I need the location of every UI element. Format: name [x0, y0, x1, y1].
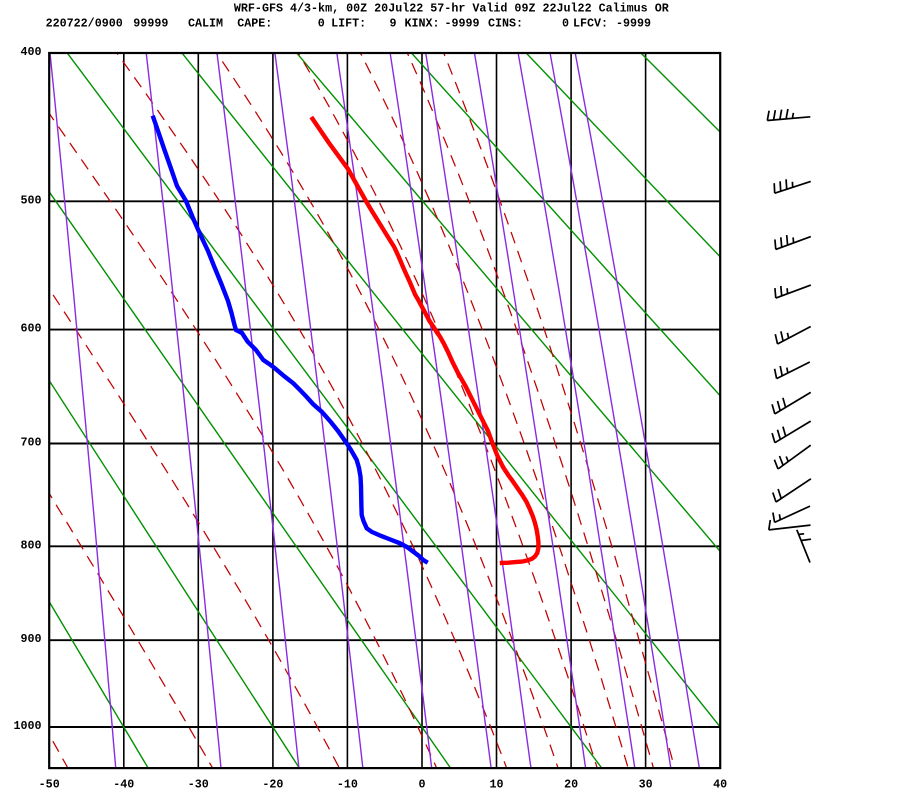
svg-text:900: 900: [20, 632, 41, 646]
svg-text:-50: -50: [39, 777, 60, 791]
svg-text:800: 800: [20, 538, 41, 552]
svg-text:-9999: -9999: [445, 16, 480, 30]
svg-text:30: 30: [639, 777, 653, 791]
svg-text:1000: 1000: [13, 719, 41, 733]
svg-text:700: 700: [20, 436, 41, 450]
svg-text:-30: -30: [188, 777, 209, 791]
svg-text:400: 400: [20, 45, 41, 59]
svg-text:99999: 99999: [133, 16, 168, 30]
svg-text:KINX:: KINX:: [405, 16, 440, 30]
svg-text:CINS:: CINS:: [488, 16, 523, 30]
svg-text:-20: -20: [262, 777, 283, 791]
svg-text:WRF-GFS 4/3-km, 00Z 20Jul22 57: WRF-GFS 4/3-km, 00Z 20Jul22 57-hr Valid …: [234, 1, 669, 15]
svg-text:10: 10: [489, 777, 503, 791]
svg-text:9: 9: [390, 16, 397, 30]
svg-text:0: 0: [562, 16, 569, 30]
svg-text:600: 600: [20, 322, 41, 336]
svg-text:220722/0900: 220722/0900: [46, 16, 123, 30]
svg-text:CALIM: CALIM: [188, 16, 223, 30]
svg-text:500: 500: [20, 193, 41, 207]
svg-text:0: 0: [418, 777, 425, 791]
svg-text:-10: -10: [337, 777, 358, 791]
svg-text:-40: -40: [113, 777, 134, 791]
svg-text:-9999: -9999: [616, 16, 651, 30]
svg-text:LIFT:: LIFT:: [331, 16, 366, 30]
svg-text:LFCV:: LFCV:: [573, 16, 608, 30]
svg-text:CAPE:: CAPE:: [237, 16, 272, 30]
svg-text:40: 40: [713, 777, 727, 791]
svg-text:20: 20: [564, 777, 578, 791]
svg-text:0: 0: [318, 16, 325, 30]
